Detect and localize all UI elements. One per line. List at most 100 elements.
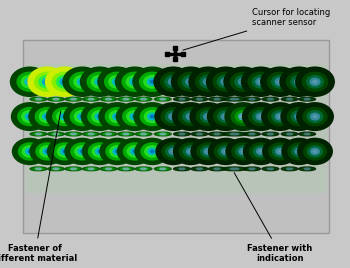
- Circle shape: [183, 145, 199, 158]
- Ellipse shape: [65, 167, 82, 171]
- Circle shape: [82, 138, 118, 165]
- Circle shape: [177, 72, 204, 92]
- Circle shape: [161, 107, 186, 126]
- Circle shape: [220, 113, 231, 121]
- Circle shape: [290, 110, 308, 123]
- Circle shape: [221, 148, 231, 155]
- Ellipse shape: [33, 133, 44, 135]
- Circle shape: [117, 138, 153, 165]
- Circle shape: [63, 102, 101, 131]
- Ellipse shape: [103, 133, 114, 135]
- Ellipse shape: [135, 132, 152, 136]
- Ellipse shape: [249, 168, 255, 170]
- Circle shape: [188, 114, 194, 119]
- Ellipse shape: [160, 98, 166, 100]
- Ellipse shape: [281, 97, 298, 101]
- Circle shape: [11, 102, 49, 131]
- Ellipse shape: [100, 132, 117, 136]
- Ellipse shape: [262, 167, 279, 171]
- Ellipse shape: [246, 168, 258, 170]
- Circle shape: [224, 102, 262, 131]
- Circle shape: [220, 77, 231, 86]
- Ellipse shape: [304, 168, 310, 170]
- Ellipse shape: [154, 132, 171, 136]
- Ellipse shape: [299, 167, 316, 171]
- Circle shape: [231, 107, 256, 126]
- Ellipse shape: [85, 168, 97, 170]
- Ellipse shape: [71, 168, 76, 170]
- Ellipse shape: [83, 132, 99, 136]
- Circle shape: [28, 102, 66, 131]
- Circle shape: [172, 102, 210, 131]
- Circle shape: [39, 145, 55, 158]
- Ellipse shape: [106, 98, 111, 100]
- Ellipse shape: [33, 98, 44, 100]
- Ellipse shape: [83, 97, 99, 101]
- Circle shape: [260, 66, 300, 97]
- Circle shape: [252, 110, 270, 123]
- Circle shape: [109, 145, 125, 158]
- Circle shape: [147, 77, 158, 86]
- Circle shape: [203, 148, 213, 155]
- Circle shape: [98, 102, 136, 131]
- Circle shape: [223, 66, 263, 97]
- Circle shape: [188, 66, 228, 97]
- Ellipse shape: [138, 133, 149, 135]
- Circle shape: [73, 75, 91, 89]
- Circle shape: [44, 80, 50, 84]
- Ellipse shape: [304, 98, 310, 100]
- Circle shape: [171, 150, 176, 153]
- Ellipse shape: [176, 98, 188, 100]
- Circle shape: [47, 138, 83, 165]
- Ellipse shape: [174, 132, 190, 136]
- Ellipse shape: [48, 132, 64, 136]
- Ellipse shape: [120, 133, 132, 135]
- Circle shape: [168, 148, 178, 155]
- Ellipse shape: [230, 98, 239, 100]
- Circle shape: [186, 113, 196, 121]
- Ellipse shape: [53, 168, 59, 170]
- Ellipse shape: [176, 168, 188, 170]
- Circle shape: [297, 138, 333, 165]
- Circle shape: [253, 145, 269, 158]
- Circle shape: [225, 138, 261, 165]
- Ellipse shape: [284, 98, 295, 100]
- Ellipse shape: [249, 98, 255, 100]
- Ellipse shape: [214, 98, 220, 100]
- Circle shape: [132, 80, 138, 84]
- Circle shape: [241, 150, 246, 153]
- Text: Fastener with
indication: Fastener with indication: [234, 173, 313, 263]
- Circle shape: [35, 142, 59, 161]
- Circle shape: [287, 107, 312, 126]
- Circle shape: [77, 148, 87, 155]
- Circle shape: [240, 80, 246, 84]
- Circle shape: [238, 113, 248, 121]
- Ellipse shape: [53, 133, 59, 135]
- Ellipse shape: [118, 167, 134, 171]
- Circle shape: [116, 102, 154, 131]
- Circle shape: [87, 107, 112, 126]
- Ellipse shape: [287, 133, 293, 135]
- Ellipse shape: [304, 133, 310, 135]
- Circle shape: [153, 66, 193, 97]
- Text: Fastener of
different material: Fastener of different material: [0, 111, 78, 263]
- Ellipse shape: [30, 97, 47, 101]
- Circle shape: [258, 150, 263, 153]
- Circle shape: [88, 142, 112, 161]
- Circle shape: [277, 80, 283, 84]
- Circle shape: [143, 75, 161, 89]
- Circle shape: [91, 110, 108, 123]
- Ellipse shape: [68, 98, 79, 100]
- Circle shape: [189, 102, 227, 131]
- Ellipse shape: [68, 133, 79, 135]
- Ellipse shape: [302, 168, 313, 170]
- Circle shape: [22, 145, 38, 158]
- Circle shape: [112, 113, 122, 121]
- Circle shape: [218, 145, 234, 158]
- Circle shape: [52, 107, 77, 126]
- Circle shape: [34, 72, 61, 92]
- Circle shape: [149, 114, 155, 119]
- Circle shape: [77, 77, 88, 86]
- Ellipse shape: [118, 132, 134, 136]
- Ellipse shape: [36, 98, 41, 100]
